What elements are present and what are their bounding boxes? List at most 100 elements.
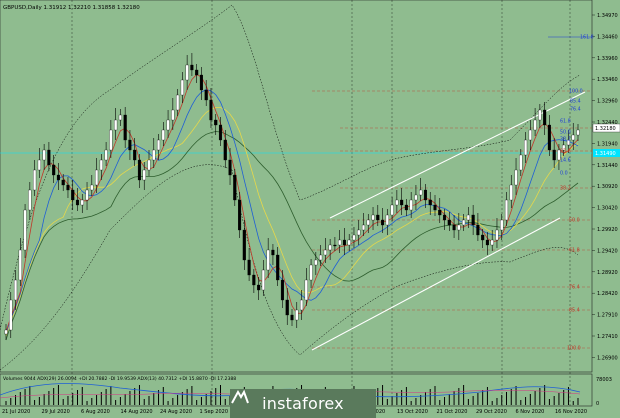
candle-body	[376, 214, 380, 221]
candle-body	[171, 109, 175, 121]
candle-body	[185, 64, 189, 81]
candle-body	[28, 189, 32, 211]
price-tick-label: 1.26900	[597, 355, 618, 361]
candle-body	[118, 114, 122, 121]
price-tick-label: 1.32440	[597, 120, 618, 126]
candle-body	[476, 224, 480, 236]
candle-body	[257, 284, 261, 291]
candle-body	[295, 309, 299, 321]
date-tick-label: 29 Oct 2020	[476, 409, 507, 415]
price-tick-label: 1.34460	[597, 34, 618, 40]
candle-body	[228, 159, 232, 176]
candle-body	[557, 149, 561, 161]
candle-body	[99, 159, 103, 171]
candle-body	[66, 184, 70, 191]
candle-body	[423, 189, 428, 201]
volume-axis-top: 78003	[596, 377, 612, 383]
fib-level-label: 0.0	[560, 171, 568, 177]
candle-body	[442, 214, 447, 221]
candle-body	[299, 299, 304, 311]
candle-body	[333, 244, 337, 247]
candle-body	[328, 244, 332, 251]
candle-body	[104, 149, 108, 161]
candle-body	[180, 79, 184, 96]
candle-body	[357, 229, 361, 236]
price-tick-label: 1.32960	[597, 99, 618, 105]
date-tick-label: 6 Nov 2020	[516, 409, 545, 415]
candle-body	[381, 219, 385, 226]
brand-logo: instaforex	[230, 389, 376, 418]
candle-body	[562, 144, 566, 151]
candle-body	[95, 169, 99, 186]
candle-body	[209, 99, 213, 121]
candle-body	[247, 259, 251, 276]
fib-level-label: 76.4	[570, 107, 581, 113]
date-tick-label: 6 Aug 2020	[81, 409, 110, 415]
candle-body	[342, 239, 346, 246]
date-tick-label: 14 Aug 2020	[121, 409, 153, 415]
candle-body	[190, 64, 194, 71]
candle-body	[366, 219, 370, 226]
candle-body	[519, 154, 523, 171]
candle-body	[199, 74, 203, 91]
price-tick-label: 1.28920	[597, 270, 618, 276]
candle-body	[304, 279, 308, 301]
price-tick-label: 1.28420	[597, 291, 618, 297]
date-tick-label: 24 Aug 2020	[160, 409, 192, 415]
date-tick-label: 21 Oct 2020	[437, 409, 468, 415]
candle-body	[204, 89, 208, 101]
candle-body	[361, 224, 366, 231]
candle-body	[37, 159, 41, 171]
candle-body	[195, 69, 199, 76]
candle-body	[290, 314, 294, 321]
fib-level-label: 23.6	[560, 149, 571, 155]
candle-body	[114, 119, 118, 131]
fib-level-label: 14.6	[560, 158, 571, 164]
candle-body	[176, 94, 180, 111]
date-tick-label: 29 Jul 2020	[42, 409, 70, 415]
candle-body	[533, 119, 537, 131]
candle-body	[314, 259, 318, 266]
candle-body	[56, 174, 60, 181]
price-tick-label: 1.30420	[597, 206, 618, 212]
candle-body	[509, 184, 513, 201]
candle-body	[252, 274, 256, 286]
candle-body	[414, 194, 418, 201]
candle-body	[538, 109, 542, 121]
candle-body	[495, 229, 499, 241]
price-tick-label: 1.30920	[597, 184, 618, 190]
highlight-price-label: 1.31490	[595, 151, 616, 157]
candle-body	[161, 129, 165, 141]
candle-body	[338, 239, 342, 246]
candle-body	[214, 119, 218, 126]
candle-body	[485, 239, 489, 246]
candle-body	[75, 199, 80, 206]
price-tick-label: 1.27410	[597, 334, 618, 340]
candle-body	[466, 214, 470, 221]
candle-body	[323, 249, 327, 256]
candle-body	[42, 149, 46, 161]
date-tick-label: 21 Jul 2020	[2, 409, 30, 415]
candle-body	[371, 214, 375, 221]
candle-body	[347, 239, 351, 246]
candle-body	[9, 299, 13, 331]
candle-body	[419, 189, 423, 196]
date-tick-label: 1 Sep 2020	[200, 409, 229, 415]
candle-body	[438, 209, 442, 216]
price-tick-label: 1.29920	[597, 227, 618, 233]
volume-axis-bottom: 0	[596, 401, 599, 407]
price-tick-label: 1.34970	[597, 13, 618, 19]
candlesticks	[4, 53, 580, 340]
fib-level-label: 100.0	[569, 89, 583, 95]
candle-body	[266, 249, 270, 271]
candle-body	[218, 124, 223, 141]
candle-body	[233, 174, 237, 201]
candle-body	[23, 209, 27, 251]
candle-body	[128, 139, 132, 151]
price-axis: 1.34970 1.34460 1.33960 1.33460 1.32960 1.324…	[592, 13, 618, 361]
price-tick-label: 1.33960	[597, 56, 618, 62]
candle-body	[261, 269, 265, 291]
candle-body	[80, 199, 84, 206]
